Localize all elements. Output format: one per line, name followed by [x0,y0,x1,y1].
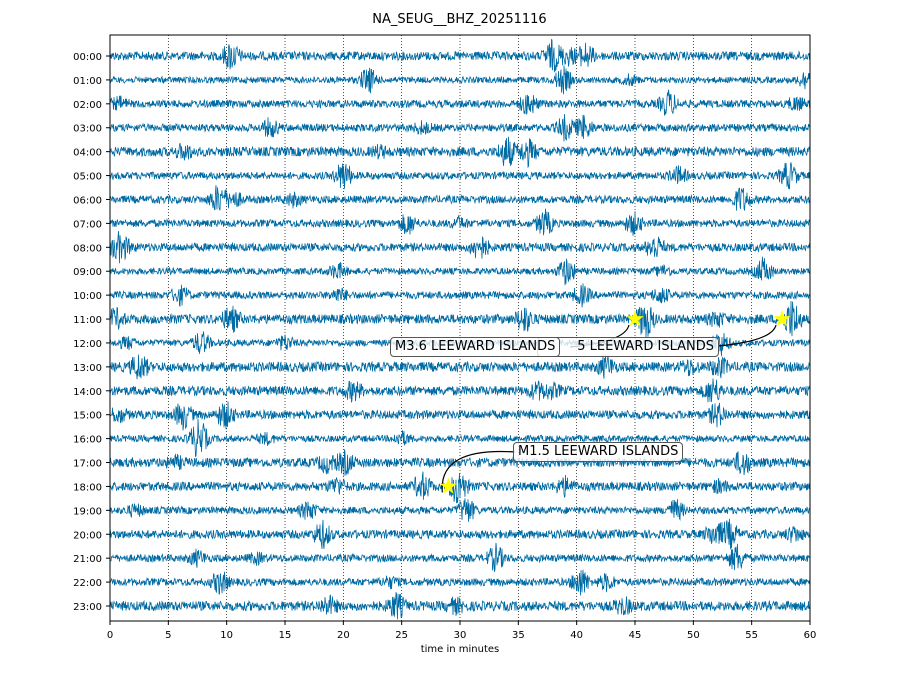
y-tick-label: 08:00 [73,243,102,254]
y-tick-label: 01:00 [73,76,102,87]
seismic-trace [109,498,811,522]
annotation-arrow [441,450,516,493]
plot-frame [109,34,811,622]
y-tick-label: 09:00 [73,267,102,278]
x-tick-label: 40 [570,630,583,641]
event-annotation: 5 LEEWARD ISLANDS [537,337,719,357]
x-tick-label: 5 [165,630,171,641]
y-tick-label: 12:00 [73,339,102,350]
event-annotation: M3.6 LEEWARD ISLANDS [390,337,561,357]
x-tick-label: 25 [395,630,408,641]
seismic-trace [109,256,811,286]
x-tick-label: 20 [337,630,350,641]
seismic-trace [109,569,811,596]
y-tick-label: 00:00 [73,52,102,63]
chart-title: NA_SEUG__BHZ_20251116 [372,12,547,27]
seismic-trace [109,471,811,504]
annotation-arrow [717,324,777,347]
y-tick-label: 20:00 [73,530,102,541]
seismic-trace [109,401,811,431]
x-tick-label: 35 [512,630,525,641]
x-tick-label: 10 [220,630,233,641]
seismic-trace [109,208,811,236]
y-tick-label: 05:00 [73,172,102,183]
seismic-trace [109,542,811,572]
event-star-marker [773,310,791,327]
seismic-trace [109,378,811,403]
x-tick-label: 60 [804,630,817,641]
event-star-marker [439,477,457,494]
y-tick-label: 19:00 [73,506,102,517]
event-annotation: M1.5 LEEWARD ISLANDS [513,442,684,462]
seismic-trace [109,162,811,190]
y-tick-label: 11:00 [73,315,102,326]
y-tick-label: 13:00 [73,363,102,374]
seismic-trace [109,38,811,73]
seismic-trace [109,185,811,211]
y-tick-label: 17:00 [73,459,102,470]
seismic-trace [109,65,811,95]
seismic-trace [109,449,811,477]
y-tick-label: 15:00 [73,411,102,422]
seismic-trace [109,518,811,550]
y-tick-label: 22:00 [73,578,102,589]
y-tick-label: 03:00 [73,124,102,135]
y-tick-label: 23:00 [73,602,102,613]
y-tick-label: 02:00 [73,100,102,111]
seismic-trace [109,354,811,380]
x-tick-label: 50 [687,630,700,641]
y-tick-label: 14:00 [73,387,102,398]
seismic-trace [109,113,811,142]
y-tick-label: 16:00 [73,435,102,446]
x-tick-label: 15 [279,630,292,641]
seismic-trace [109,89,811,116]
x-tick-label: 45 [629,630,642,641]
seismic-trace [109,592,811,620]
seismic-trace [109,418,811,458]
y-tick-label: 18:00 [73,482,102,493]
seismic-trace [109,300,811,338]
seismic-trace [109,283,811,308]
x-tick-label: 55 [745,630,758,641]
y-tick-label: 04:00 [73,148,102,159]
seismic-trace [109,136,811,169]
x-tick-label: 30 [454,630,467,641]
y-tick-label: 06:00 [73,195,102,206]
x-tick-label: 0 [107,630,113,641]
y-tick-label: 07:00 [73,219,102,230]
seismic-trace [109,230,811,264]
event-star-marker [626,310,644,327]
x-axis-label: time in minutes [420,644,500,655]
y-tick-label: 21:00 [73,554,102,565]
y-tick-label: 10:00 [73,291,102,302]
